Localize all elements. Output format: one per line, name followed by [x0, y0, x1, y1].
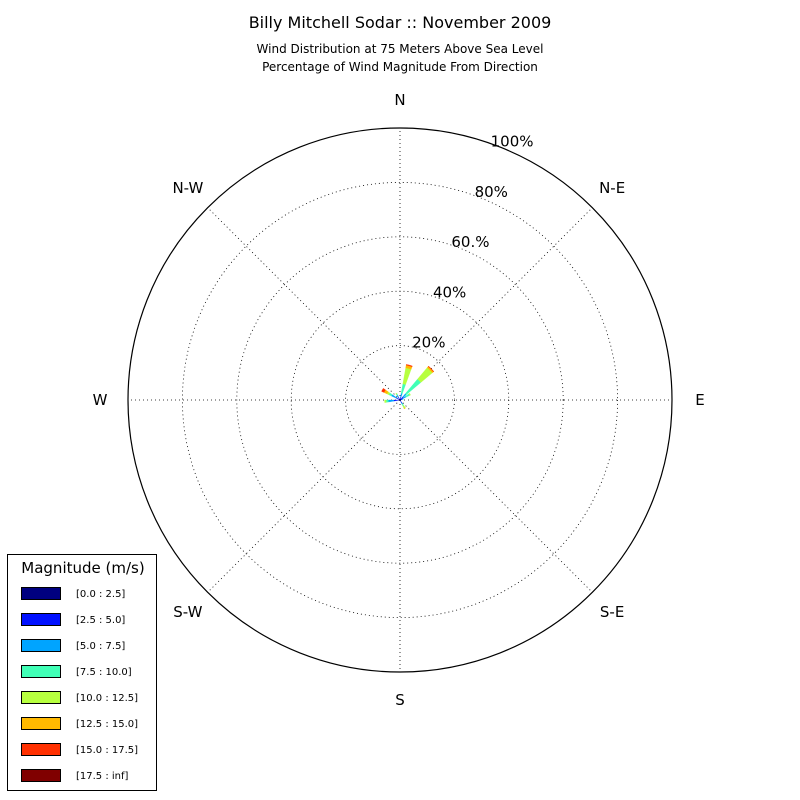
polar-frame: [127, 127, 673, 673]
legend-label: [10.0 : 12.5]: [76, 693, 139, 704]
legend-label: [5.0 : 7.5]: [76, 641, 126, 652]
legend-swatch: [21, 639, 61, 652]
wind-bar-segment: [401, 383, 406, 394]
legend-item: [12.5 : 15.0]: [21, 717, 151, 733]
wind-bar-segment: [405, 364, 413, 367]
legend-label: [12.5 : 15.0]: [76, 719, 139, 730]
wind-bar-segment: [388, 399, 395, 403]
radial-tick-label: 100%: [491, 133, 534, 151]
radial-tick-label: 80%: [475, 183, 508, 201]
legend-label: [15.0 : 17.5]: [76, 745, 139, 756]
legend-label: [7.5 : 10.0]: [76, 667, 132, 678]
direction-label-s-e: S-E: [600, 603, 624, 621]
grid-spoke: [207, 207, 401, 401]
legend-swatch: [21, 665, 61, 678]
wind-bar-segment: [381, 388, 386, 393]
wind-bar-segment: [400, 396, 402, 399]
grid-circle: [236, 236, 564, 564]
legend-swatch: [21, 613, 61, 626]
legend-label: [2.5 : 5.0]: [76, 615, 126, 626]
wind-bar-segment: [405, 378, 422, 395]
legend-swatch: [21, 717, 61, 730]
radial-tick-label: 20%: [412, 334, 445, 352]
grid-circle: [345, 345, 455, 455]
direction-label-s-w: S-W: [173, 603, 202, 621]
wind-bar-segment: [393, 399, 399, 402]
radial-tick-label: 40%: [433, 283, 466, 301]
legend-swatch: [21, 587, 61, 600]
legend-swatch: [21, 769, 61, 782]
legend-item: [10.0 : 12.5]: [21, 691, 151, 707]
legend-swatch: [21, 691, 61, 704]
direction-label-n: N: [394, 91, 405, 109]
legend-item: [15.0 : 17.5]: [21, 743, 151, 759]
wind-bar-segment: [384, 399, 387, 403]
wind-bar-segment: [427, 365, 435, 373]
wind-bar-segment: [400, 393, 403, 397]
chart-title: Billy Mitchell Sodar :: November 2009: [249, 13, 552, 32]
direction-label-n-w: N-W: [172, 179, 203, 197]
wind-bar-segment: [408, 393, 411, 396]
direction-label-n-e: N-E: [599, 179, 625, 197]
direction-label-e: E: [695, 391, 704, 409]
direction-label-s: S: [395, 691, 405, 709]
radial-tick-labels: 20% 40% 60.% 80% 100%: [412, 133, 533, 352]
wind-bar-segment: [402, 398, 404, 400]
wind-bar-segment: [385, 399, 389, 403]
wind-bar-segment: [403, 407, 406, 410]
legend-item: [0.0 : 2.5]: [21, 587, 151, 603]
grid-spoke: [399, 207, 593, 401]
grid-circle: [181, 181, 619, 619]
legend-swatch: [21, 743, 61, 756]
legend-label: [17.5 : inf]: [76, 771, 129, 782]
chart-subtitle-line-2: Percentage of Wind Magnitude From Direct…: [262, 60, 538, 74]
grid-spoke: [207, 399, 401, 593]
direction-label-w: W: [93, 391, 108, 409]
legend-item: [7.5 : 10.0]: [21, 665, 151, 681]
grid-spoke: [399, 399, 593, 593]
direction-labels: N N-E E S-E S S-W W N-W: [93, 91, 705, 709]
legend-item: [2.5 : 5.0]: [21, 613, 151, 629]
legend-label: [0.0 : 2.5]: [76, 589, 126, 600]
polar-grid: [128, 128, 672, 672]
legend: Magnitude (m/s) [0.0 : 2.5] [2.5 : 5.0] [5…: [7, 554, 157, 791]
radial-tick-label: 60.%: [451, 233, 489, 251]
legend-title: Magnitude (m/s): [21, 559, 145, 577]
wind-bar-segment: [395, 392, 398, 395]
wind-bar-segment: [402, 367, 412, 385]
legend-item: [17.5 : inf]: [21, 769, 151, 785]
chart-subtitle-line-1: Wind Distribution at 75 Meters Above Sea…: [257, 42, 544, 56]
legend-item: [5.0 : 7.5]: [21, 639, 151, 655]
wind-bar-segment: [391, 394, 397, 399]
wind-bars: [381, 364, 435, 410]
